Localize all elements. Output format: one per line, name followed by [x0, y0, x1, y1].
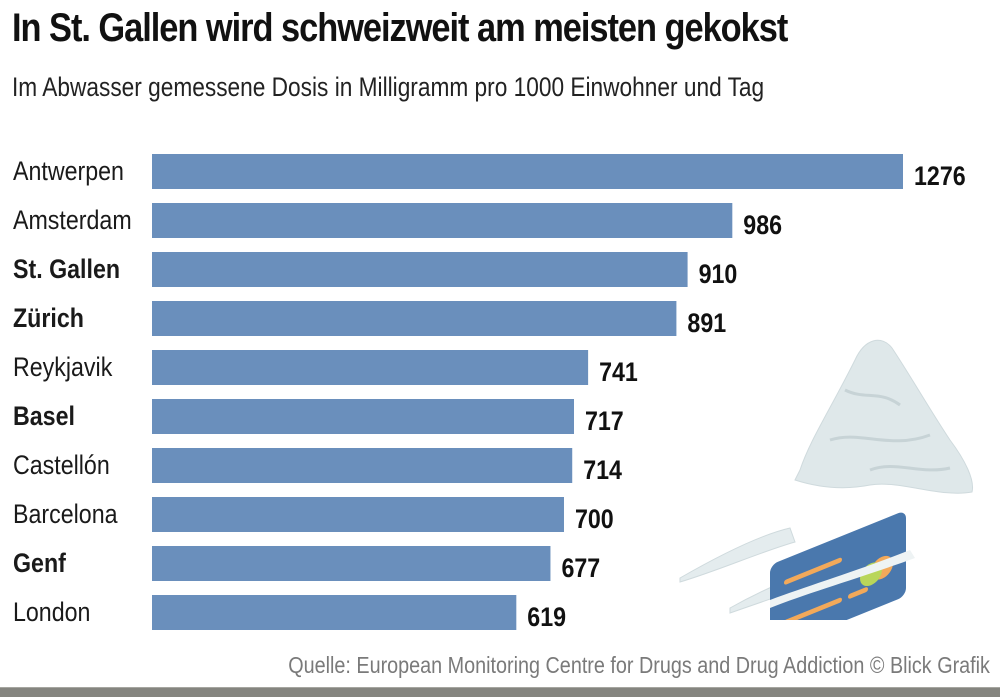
chart-subtitle: Im Abwasser gemessene Dosis in Milligram…	[12, 72, 765, 102]
bar	[152, 301, 677, 336]
category-label: Reykjavik	[13, 352, 113, 382]
bottom-strip	[0, 687, 1000, 697]
value-label: 910	[699, 259, 738, 289]
bar	[152, 203, 733, 238]
value-label: 700	[575, 504, 614, 534]
value-label: 717	[585, 406, 624, 436]
category-label: Antwerpen	[13, 156, 124, 186]
cocaine-pile-credit-card-icon	[679, 339, 974, 620]
value-label: 891	[687, 308, 726, 338]
category-label: Amsterdam	[13, 205, 132, 235]
value-label: 1276	[914, 161, 966, 191]
category-label: Zürich	[13, 303, 84, 333]
category-label: Castellón	[13, 450, 110, 480]
category-label: Basel	[13, 401, 75, 431]
bar	[152, 252, 688, 287]
value-label: 619	[527, 602, 566, 632]
bar	[152, 448, 573, 483]
bar	[152, 595, 517, 630]
bar	[152, 399, 574, 434]
bar	[152, 546, 551, 581]
value-label: 677	[561, 553, 600, 583]
bar	[152, 350, 589, 385]
value-label: 986	[743, 210, 782, 240]
category-label: Barcelona	[13, 499, 118, 529]
category-label: Genf	[13, 548, 66, 578]
chart-title: In St. Gallen wird schweizweit am meiste…	[12, 6, 788, 50]
value-label: 714	[583, 455, 622, 485]
category-label: London	[13, 597, 90, 627]
bar	[152, 497, 564, 532]
bar	[152, 154, 903, 189]
source-note: Quelle: European Monitoring Centre for D…	[288, 652, 990, 678]
category-label: St. Gallen	[13, 254, 120, 284]
value-label: 741	[599, 357, 638, 387]
